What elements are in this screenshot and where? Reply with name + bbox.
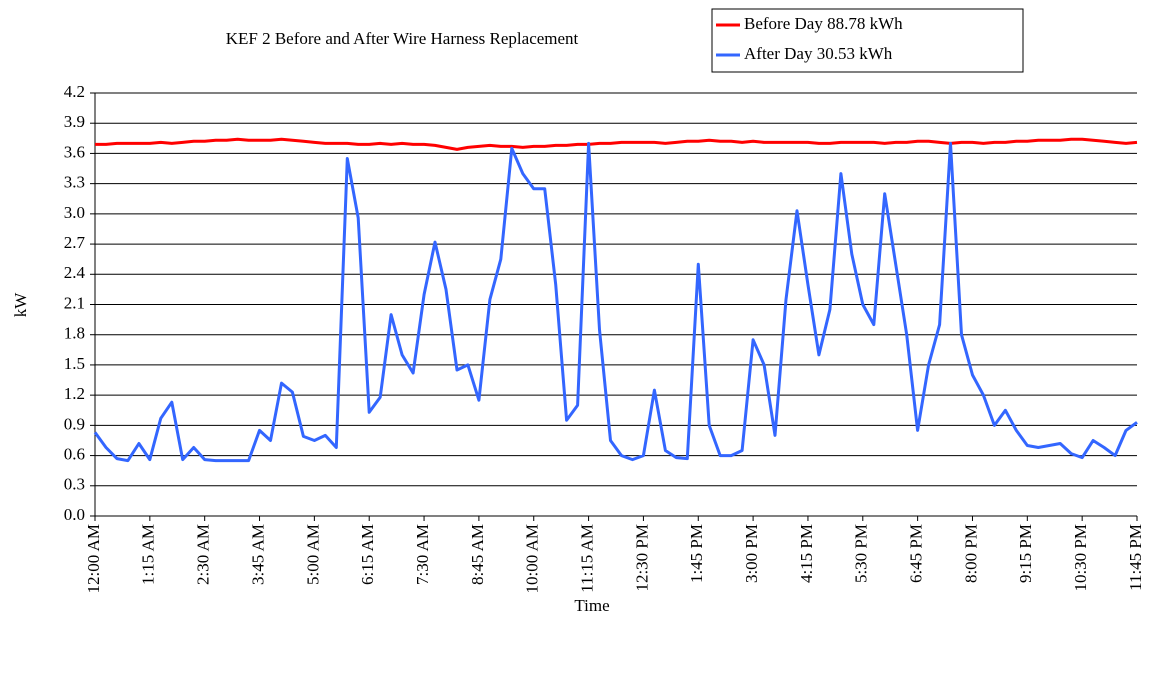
y-tick-label: 1.2 <box>64 384 85 403</box>
x-tick-label: 12:00 AM <box>84 524 103 593</box>
x-tick-label: 12:30 PM <box>632 524 651 592</box>
x-tick-label: 1:45 PM <box>687 524 706 583</box>
y-tick-label: 3.3 <box>64 173 85 192</box>
x-tick-label: 5:30 PM <box>852 524 871 583</box>
y-tick-label: 1.5 <box>64 354 85 373</box>
y-tick-label: 2.1 <box>64 293 85 312</box>
x-tick-label: 11:45 PM <box>1126 524 1145 591</box>
legend-label: After Day 30.53 kWh <box>744 44 893 63</box>
x-tick-label: 1:15 AM <box>139 524 158 585</box>
x-tick-label: 3:00 PM <box>742 524 761 583</box>
x-tick-label: 11:15 AM <box>577 524 596 593</box>
y-tick-label: 0.0 <box>64 505 85 524</box>
x-tick-label: 6:45 PM <box>907 524 926 583</box>
y-tick-label: 3.9 <box>64 112 85 131</box>
y-tick-label: 0.9 <box>64 414 85 433</box>
y-tick-label: 4.2 <box>64 82 85 101</box>
y-tick-label: 2.7 <box>64 233 86 252</box>
y-tick-label: 3.0 <box>64 203 85 222</box>
x-tick-label: 3:45 AM <box>248 524 267 585</box>
series-line <box>93 141 1138 463</box>
y-tick-label: 3.6 <box>64 142 85 161</box>
chart-title: KEF 2 Before and After Wire Harness Repl… <box>226 29 579 48</box>
x-axis-title: Time <box>574 596 609 615</box>
x-tick-label: 4:15 PM <box>797 524 816 583</box>
x-tick-label: 6:15 AM <box>358 524 377 585</box>
y-tick-label: 0.6 <box>64 444 85 463</box>
legend-box <box>711 8 1024 73</box>
x-tick-label: 2:30 AM <box>194 524 213 585</box>
y-tick-label: 0.3 <box>64 475 85 494</box>
x-tick-label: 8:00 PM <box>961 524 980 583</box>
x-tick-label: 10:30 PM <box>1071 524 1090 592</box>
x-tick-label: 8:45 AM <box>468 524 487 585</box>
x-tick-label: 5:00 AM <box>303 524 322 585</box>
y-axis-title: kW <box>11 292 30 318</box>
x-tick-label: 9:15 PM <box>1016 524 1035 583</box>
x-tick-label: 7:30 AM <box>413 524 432 585</box>
y-tick-label: 2.4 <box>64 263 86 282</box>
x-tick-label: 10:00 AM <box>523 524 542 593</box>
series-line <box>95 137 1138 151</box>
y-tick-label: 1.8 <box>64 324 85 343</box>
legend-label: Before Day 88.78 kWh <box>744 14 903 33</box>
